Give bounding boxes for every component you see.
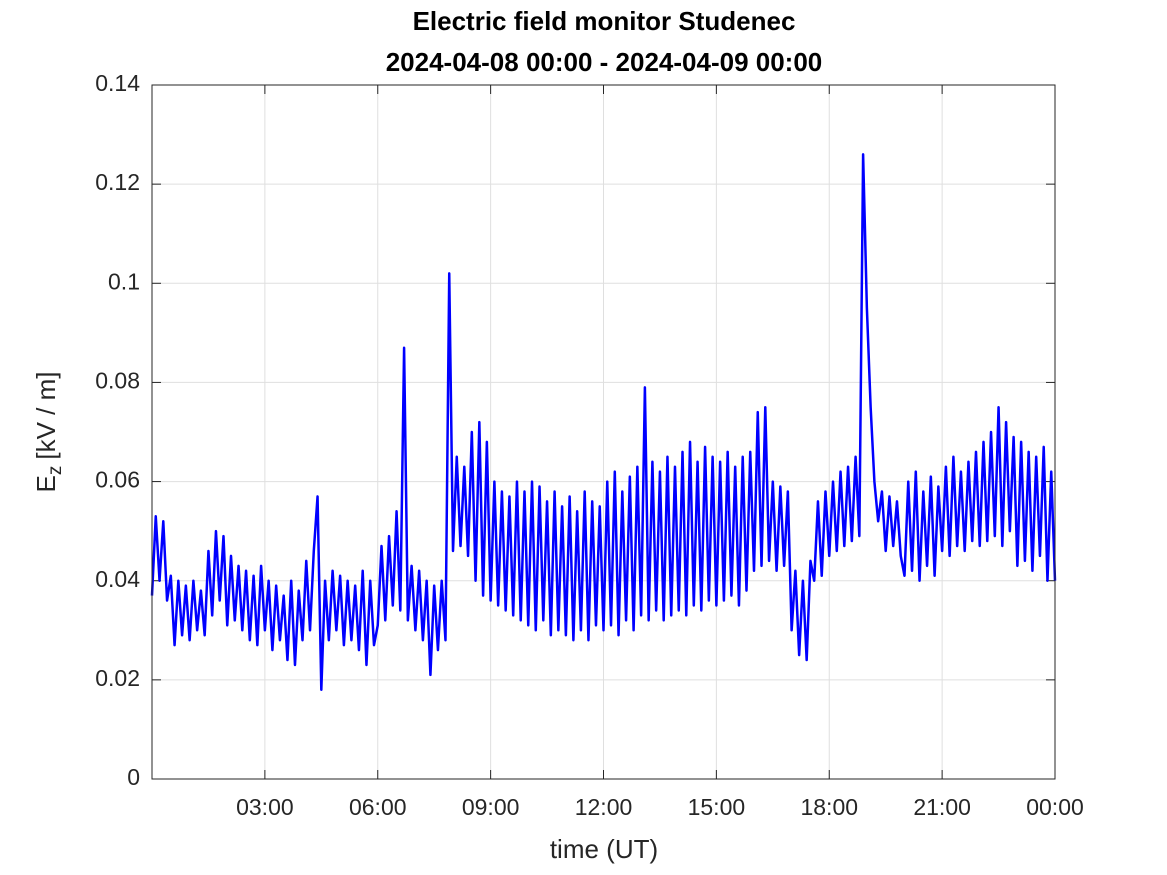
y-tick-label: 0.02 (95, 665, 140, 691)
chart-subtitle: 2024-04-08 00:00 - 2024-04-09 00:00 (386, 47, 823, 77)
y-tick-label: 0.1 (108, 268, 140, 294)
y-tick-label: 0.06 (95, 467, 140, 493)
x-tick-label: 09:00 (462, 794, 520, 820)
y-label-subscript: z (45, 466, 66, 476)
x-tick-label: 03:00 (236, 794, 294, 820)
y-tick-label: 0.14 (95, 70, 140, 96)
plot-frame (151, 84, 1056, 780)
x-tick-label: 21:00 (913, 794, 971, 820)
y-tick-label: 0.12 (95, 169, 140, 195)
y-tick-label: 0 (127, 764, 140, 790)
y-label-unit: [kV / m] (31, 372, 61, 460)
y-tick-label: 0.08 (95, 368, 140, 394)
data-line (150, 153, 1057, 692)
chart-title: Electric field monitor Studenec (413, 6, 796, 36)
y-tick-label: 0.04 (95, 566, 140, 592)
x-tick-label: 18:00 (800, 794, 858, 820)
y-axis-label: Ez [kV / m] (31, 372, 66, 493)
y-label-main: E (31, 475, 61, 492)
x-axis-label: time (UT) (550, 834, 658, 864)
x-tick-label: 12:00 (575, 794, 633, 820)
x-tick-label: 06:00 (349, 794, 407, 820)
x-tick-label: 15:00 (688, 794, 746, 820)
x-tick-label: 00:00 (1026, 794, 1084, 820)
